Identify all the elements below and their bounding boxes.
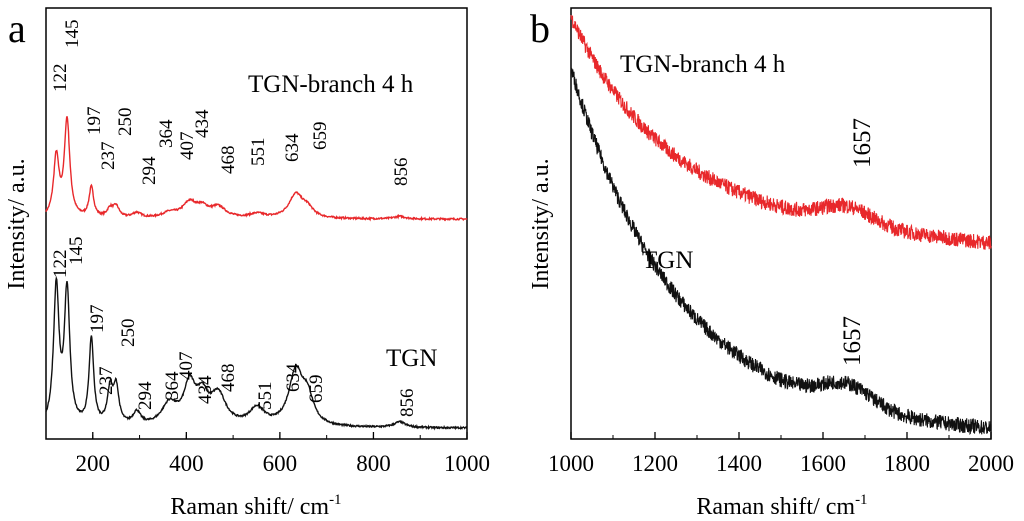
panel-b-xlabel-sup: -1: [855, 492, 868, 508]
panel-a-xticks: 200 400 600 800 1000: [45, 432, 490, 476]
xtick-label: 1400: [716, 451, 762, 476]
panel-a-xlabel-text: Raman shift/ cm: [170, 494, 329, 520]
peak-label-122: 122: [50, 64, 71, 93]
panel-a-letter: a: [8, 6, 26, 51]
xtick-label: 1200: [632, 451, 678, 476]
panel-b-xlabel-text: Raman shift/ cm: [696, 494, 855, 520]
panel-a-xlabel: Raman shift/ cm-1: [170, 492, 341, 520]
series-line-tgn-branch: [570, 14, 992, 250]
panel-b-xticks: 1000 1200 1400 1600 1800 2000: [548, 432, 1014, 476]
xtick-label: 1600: [800, 451, 846, 476]
peak-label-197: 197: [84, 107, 105, 136]
peak-label-1657: 1657: [849, 118, 876, 168]
panel-a-xlabel-sup: -1: [329, 492, 342, 508]
panel-b-series-label-branch: TGN-branch 4 h: [620, 51, 786, 78]
peak-label-468: 468: [218, 364, 239, 393]
xtick-label: 1000: [548, 451, 594, 476]
peak-label-294: 294: [135, 381, 156, 410]
peak-label-434: 434: [192, 109, 213, 138]
panel-a-ylabel: Intensity/ a.u.: [4, 158, 30, 289]
peak-label-250: 250: [115, 108, 136, 137]
peak-label-250: 250: [118, 319, 139, 348]
peak-label-551: 551: [248, 138, 269, 167]
panel-b-ylabel: Intensity/ a.u.: [528, 158, 554, 289]
panel-a-frame: [45, 7, 468, 440]
peak-label-197: 197: [87, 305, 108, 334]
xtick-label: 1000: [444, 451, 490, 476]
xtick-label: 600: [263, 451, 298, 476]
peak-label-237: 237: [96, 367, 117, 396]
xtick-label: 400: [169, 451, 204, 476]
peak-label-1657: 1657: [839, 316, 866, 366]
peak-label-122: 122: [50, 250, 71, 279]
peak-label-551: 551: [255, 382, 276, 411]
peak-label-145: 145: [66, 237, 87, 266]
xtick-label: 2000: [968, 451, 1014, 476]
peak-label-364: 364: [162, 371, 183, 400]
peak-label-634: 634: [283, 363, 304, 392]
peak-label-659: 659: [306, 375, 327, 404]
series-line-tgn: [570, 67, 992, 435]
panel-b-plot-area: [570, 14, 992, 435]
peak-label-294: 294: [139, 156, 160, 185]
peak-label-237: 237: [98, 142, 119, 171]
peak-label-634: 634: [282, 133, 303, 162]
peak-label-468: 468: [218, 146, 239, 175]
panel-b-xlabel: Raman shift/ cm-1: [696, 492, 867, 520]
peak-label-145: 145: [62, 20, 83, 49]
peak-label-407: 407: [177, 132, 198, 161]
peak-label-434: 434: [195, 375, 216, 404]
panel-b-letter: b: [530, 6, 550, 51]
xtick-label: 1800: [884, 451, 930, 476]
panel-b-peak-labels: 1657 1657: [839, 118, 876, 366]
peak-label-364: 364: [156, 119, 177, 148]
peak-label-407: 407: [176, 352, 197, 381]
peak-label-856: 856: [397, 389, 418, 418]
panel-a-series-label-branch: TGN-branch 4 h: [248, 71, 414, 98]
series-line-tgn: [45, 275, 468, 431]
panel-a: a 200 400 600 800 1000 122145197237250294364…: [4, 6, 490, 520]
xtick-label: 200: [76, 451, 111, 476]
panel-a-series-label-tgn: TGN: [386, 345, 437, 372]
panel-a-plot-area: [45, 116, 468, 431]
peak-label-659: 659: [310, 122, 331, 151]
series-line-tgn-branch: [45, 116, 468, 222]
panel-b-series-label-tgn: TGN: [642, 247, 693, 274]
xtick-label: 800: [356, 451, 391, 476]
peak-label-856: 856: [391, 158, 412, 187]
